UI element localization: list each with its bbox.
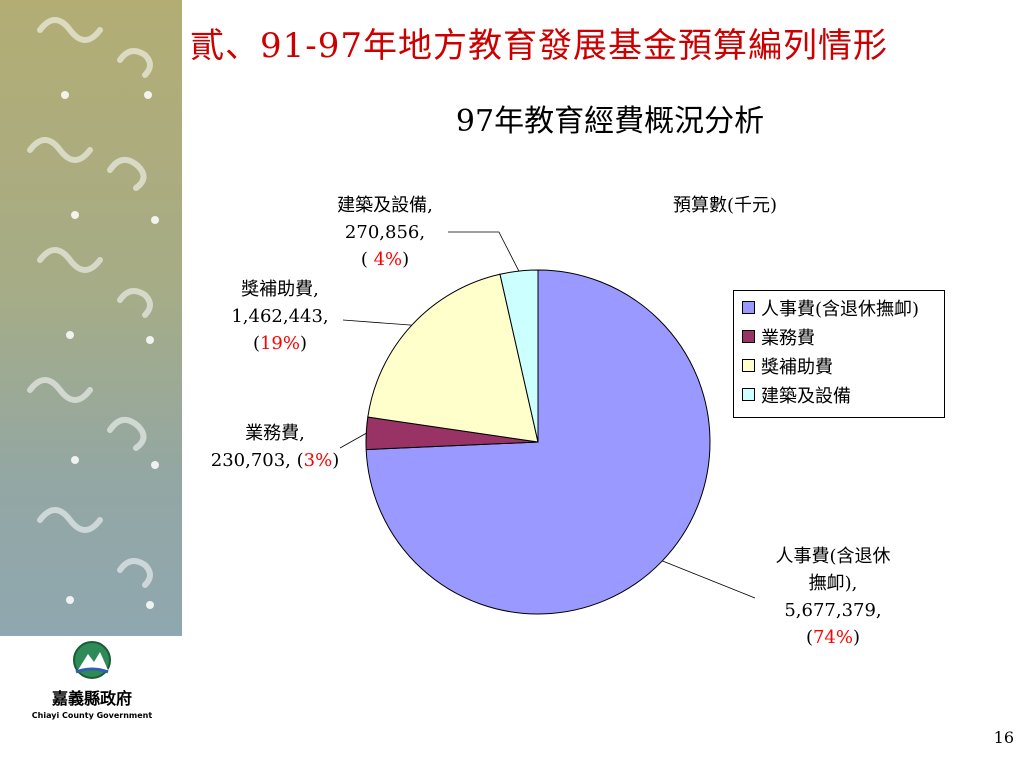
county-logo: 嘉義縣政府 Chiayi County Government <box>22 640 162 724</box>
legend-item-personnel: 人事費(含退休撫卹) <box>742 299 919 321</box>
chart-title: 97年教育經費概況分析 <box>455 104 765 139</box>
chart-legend: 人事費(含退休撫卹) 業務費 獎補助費 建築及設備 <box>733 290 945 418</box>
slide-title: 貳、91-97年地方教育發展基金預算編列情形 <box>190 26 889 66</box>
legend-swatch <box>742 301 755 314</box>
leader-line <box>662 560 756 599</box>
logo-name: 嘉義縣政府 <box>51 689 132 708</box>
data-label-building: 建築及設備, 270,856, ( 4%) <box>337 195 433 270</box>
data-label-personnel: 人事費(含退休 撫卹), 5,677,379, (74%) <box>775 546 891 648</box>
cloud-pattern-icon <box>27 17 159 609</box>
logo-english: Chiayi County Government <box>32 711 153 720</box>
legend-item-operations: 業務費 <box>742 328 815 350</box>
mountain-logo-icon: 嘉義縣政府 Chiayi County Government <box>32 641 153 720</box>
legend-item-subsidy: 獎補助費 <box>742 357 833 379</box>
leader-line <box>339 432 367 449</box>
legend-item-building: 建築及設備 <box>742 386 851 408</box>
chart-subtitle: 預算數(千元) <box>672 195 778 216</box>
leader-line <box>448 231 520 272</box>
leader-line <box>342 319 412 326</box>
legend-swatch <box>742 330 755 343</box>
legend-swatch <box>742 388 755 401</box>
data-label-subsidy: 獎補助費, 1,462,443, (19%) <box>231 279 329 354</box>
data-label-operations: 業務費, 230,703, (3%) <box>210 423 340 471</box>
page-number: 16 <box>993 728 1014 747</box>
decorative-sidebar <box>0 0 182 636</box>
legend-swatch <box>742 359 755 372</box>
pie-slice-subsidy <box>367 273 539 443</box>
